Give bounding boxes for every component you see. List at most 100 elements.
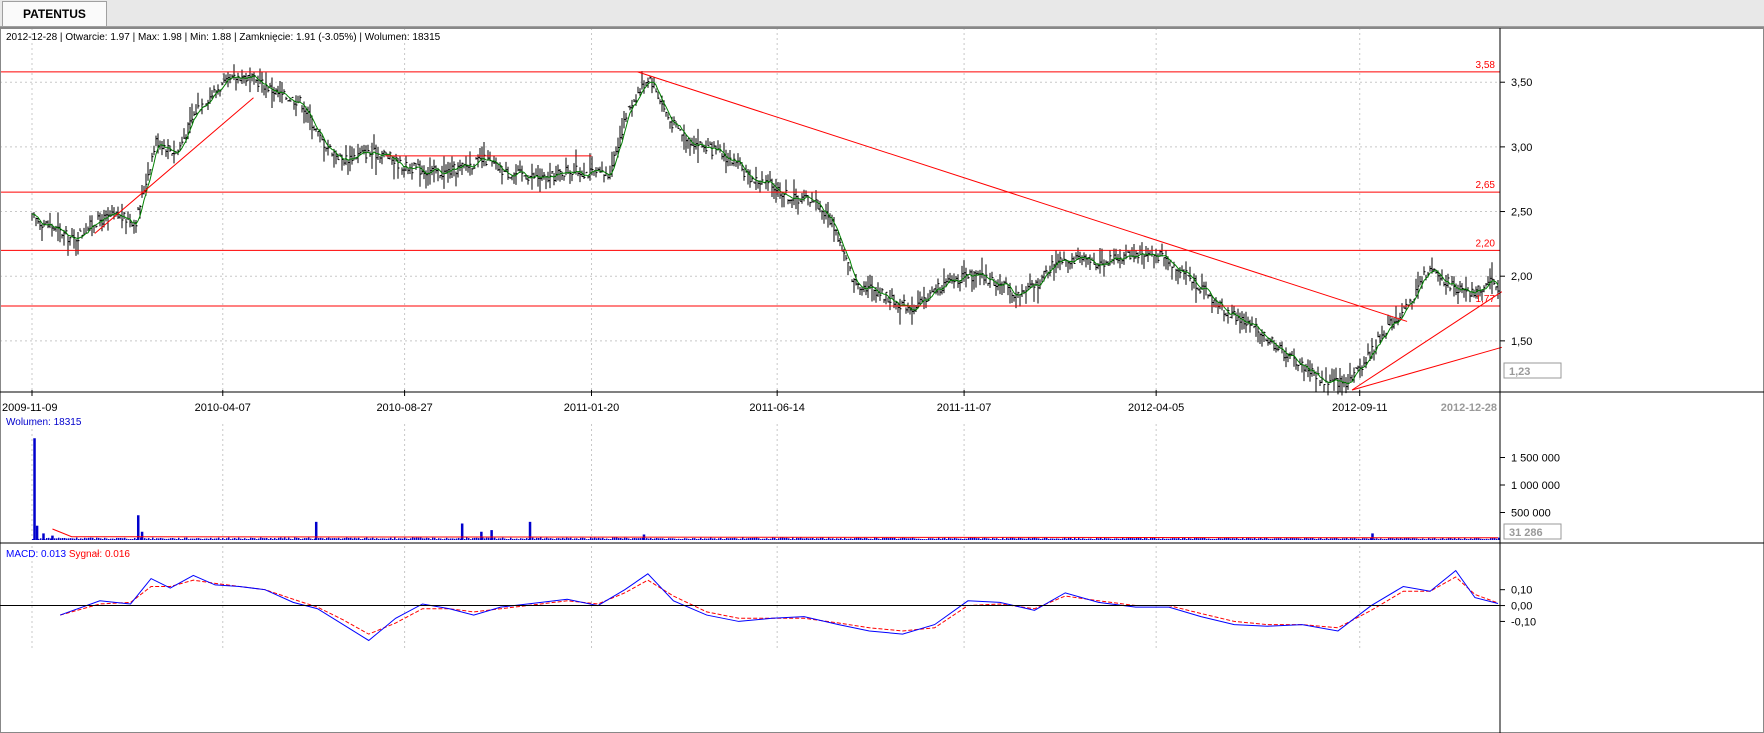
volume-bar <box>1178 538 1180 540</box>
volume-bar <box>564 538 566 540</box>
volume-bar <box>874 537 876 540</box>
volume-bar <box>1044 537 1046 540</box>
volume-bar <box>522 538 524 540</box>
volume-bar <box>494 537 496 540</box>
volume-bar <box>1266 537 1268 540</box>
macd-line <box>59 569 1499 642</box>
volume-bar <box>466 537 468 540</box>
info-date: 2012-12-28 <box>6 32 58 43</box>
volume-bar <box>368 538 370 540</box>
volume-bar <box>1098 538 1100 540</box>
volume-bar <box>1092 538 1094 540</box>
volume-bar <box>1150 537 1152 540</box>
volume-bar <box>648 538 650 540</box>
volume-bar <box>588 538 590 540</box>
volume-bar <box>1326 537 1328 540</box>
volume-bar <box>1460 538 1462 540</box>
volume-bar <box>252 537 254 540</box>
volume-bar <box>748 538 750 540</box>
volume-bar <box>1332 538 1334 540</box>
volume-bar <box>348 537 350 540</box>
volume-bar <box>1110 538 1112 540</box>
volume-bar <box>1380 538 1382 540</box>
volume-bar <box>312 539 314 540</box>
volume-bar <box>634 538 636 540</box>
volume-bar <box>1124 538 1126 540</box>
volume-bar <box>1072 539 1074 540</box>
volume-bar <box>1080 538 1082 540</box>
volume-bar <box>220 539 222 540</box>
volume-bar <box>1140 538 1142 540</box>
volume-bar <box>318 538 320 540</box>
volume-bar <box>342 538 344 540</box>
volume-bar <box>818 538 820 540</box>
price-y-tick-label: 2,00 <box>1511 271 1532 283</box>
tab-patentus[interactable]: PATENTUS <box>2 1 107 26</box>
volume-bar <box>1212 538 1214 540</box>
volume-bar <box>1420 538 1422 540</box>
volume-bar <box>1084 538 1086 540</box>
volume-bar <box>168 538 170 540</box>
volume-bar <box>1394 538 1396 540</box>
volume-bar <box>268 539 270 540</box>
volume-bar <box>996 538 998 540</box>
level-label: 2,65 <box>1476 180 1496 191</box>
volume-bar <box>1428 537 1430 540</box>
volume-bar <box>1118 538 1120 540</box>
volume-bar <box>360 539 362 540</box>
volume-bar <box>450 538 452 540</box>
volume-bar <box>1112 538 1114 540</box>
volume-bar <box>72 538 74 540</box>
volume-bar <box>136 538 138 540</box>
volume-bar <box>1350 538 1352 540</box>
volume-bar <box>744 538 746 540</box>
volume-bar <box>1414 538 1416 540</box>
volume-bar <box>804 538 806 540</box>
volume-bar <box>1134 538 1136 540</box>
volume-bar <box>954 538 956 540</box>
volume-bar <box>1402 538 1404 540</box>
volume-bar <box>474 537 476 540</box>
volume-bar <box>132 538 134 540</box>
volume-bar <box>206 538 208 540</box>
volume-bar <box>584 538 586 540</box>
volume-spike-bar <box>528 521 532 540</box>
volume-spike-bar <box>314 521 318 540</box>
volume-bar <box>38 538 40 540</box>
volume-bar <box>1018 537 1020 540</box>
volume-bar <box>800 537 802 540</box>
volume-bar <box>828 537 830 540</box>
volume-bar <box>1138 537 1140 540</box>
volume-bar <box>1288 538 1290 540</box>
volume-bar <box>1096 537 1098 540</box>
volume-bar <box>1042 538 1044 540</box>
volume-bar <box>1312 537 1314 540</box>
volume-bar <box>1230 538 1232 540</box>
volume-bar <box>98 537 100 540</box>
volume-bar <box>1386 539 1388 540</box>
volume-bar <box>1026 538 1028 540</box>
volume-bar <box>816 538 818 540</box>
volume-bar <box>1168 538 1170 540</box>
volume-bar <box>1452 538 1454 540</box>
volume-bar <box>290 538 292 540</box>
volume-bar <box>1148 539 1150 540</box>
volume-bar <box>172 538 174 540</box>
volume-bar <box>1244 539 1246 540</box>
volume-bar <box>1204 537 1206 540</box>
volume-bar <box>1220 538 1222 540</box>
volume-bar <box>862 538 864 540</box>
price-y-tick-label: 3,00 <box>1511 142 1532 154</box>
volume-bar <box>712 538 714 540</box>
volume-bar <box>188 539 190 540</box>
volume-bar <box>974 537 976 540</box>
volume-bar <box>100 538 102 540</box>
volume-bar <box>468 538 470 540</box>
volume-bar <box>790 539 792 540</box>
volume-bar <box>180 539 182 540</box>
volume-bar <box>292 539 294 540</box>
volume-bar <box>750 537 752 540</box>
volume-bar <box>500 538 502 540</box>
volume-bar <box>118 538 120 540</box>
volume-bar <box>950 538 952 540</box>
